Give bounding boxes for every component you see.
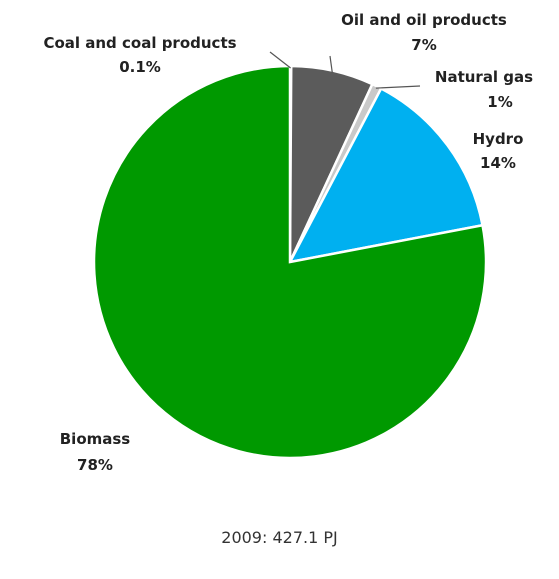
label-biomass-name: Biomass: [60, 430, 131, 448]
label-coal-name: Coal and coal products: [43, 34, 236, 52]
chart-footnote: 2009: 427.1 PJ: [221, 528, 338, 547]
pie-slices: [92, 64, 488, 460]
label-gas-value: 1%: [487, 93, 512, 111]
label-oil-value: 7%: [411, 36, 436, 54]
leader-line-natural-gas: [375, 85, 421, 89]
label-oil-name: Oil and oil products: [341, 11, 507, 29]
label-hydro-value: 14%: [480, 154, 516, 172]
leader-lines: [269, 51, 421, 89]
leader-line-coal: [269, 51, 291, 69]
leader-line-oil: [329, 55, 333, 73]
label-hydro-name: Hydro: [473, 130, 524, 148]
label-biomass-value: 78%: [77, 456, 113, 474]
pie-slice-hydro: [287, 86, 484, 264]
label-coal-value: 0.1%: [119, 58, 161, 76]
label-gas-name: Natural gas: [435, 68, 533, 86]
pie-slice-biomass: [92, 64, 488, 460]
